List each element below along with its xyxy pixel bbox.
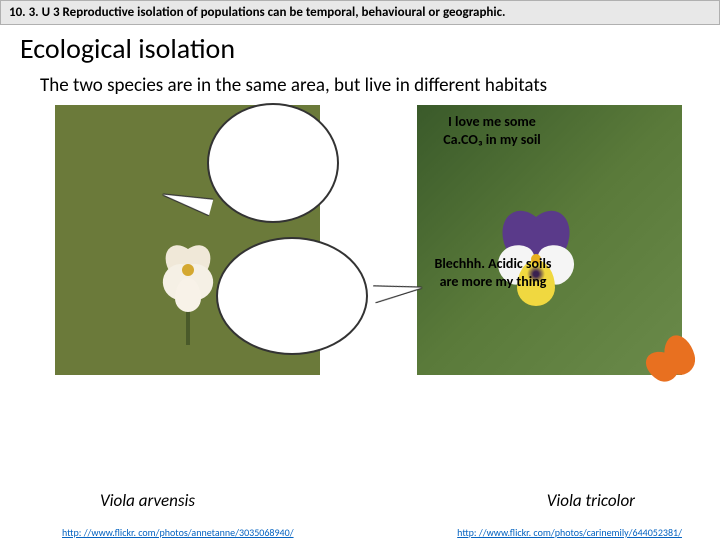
speech-bubble-right-empty [216, 237, 368, 355]
speech-tail-right [373, 280, 423, 303]
caption-right: Viola tricolor [547, 490, 635, 511]
header-bar: 10. 3. U 3 Reproductive isolation of pop… [0, 0, 720, 25]
flower-center [182, 264, 194, 276]
source-link-left[interactable]: http: //www.flickr. com/photos/annetanne… [62, 526, 294, 539]
content-area: I love me some Ca.CO₃ in my soil Blechhh… [0, 105, 720, 465]
page-title: Ecological isolation [0, 25, 720, 70]
subtitle: The two species are in the same area, bu… [0, 70, 720, 105]
speech-bubble-left-empty [207, 103, 339, 223]
petal [175, 278, 201, 312]
source-link-right[interactable]: http: //www.flickr. com/photos/carinemil… [457, 526, 682, 539]
speech-text-top: I love me some Ca.CO₃ in my soil [432, 113, 552, 148]
caption-left: Viola arvensis [100, 490, 195, 511]
speech-text-bottom: Blechhh. Acidic soils are more my thing [428, 255, 558, 290]
